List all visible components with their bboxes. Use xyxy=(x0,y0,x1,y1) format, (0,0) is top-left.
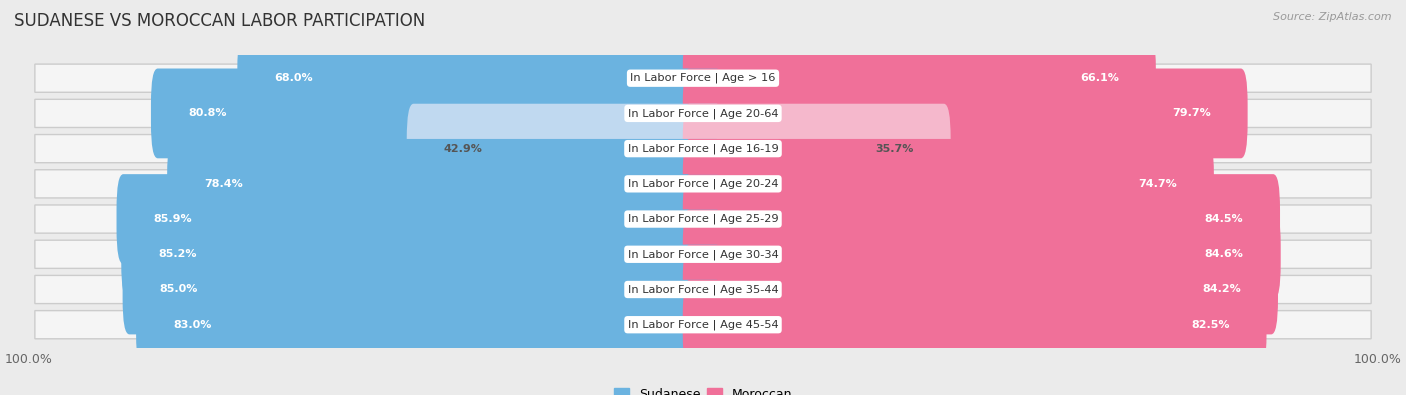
FancyBboxPatch shape xyxy=(121,209,723,299)
FancyBboxPatch shape xyxy=(35,99,1371,128)
Text: Source: ZipAtlas.com: Source: ZipAtlas.com xyxy=(1274,12,1392,22)
Text: 84.5%: 84.5% xyxy=(1205,214,1243,224)
Text: In Labor Force | Age 20-64: In Labor Force | Age 20-64 xyxy=(627,108,779,118)
Text: 84.2%: 84.2% xyxy=(1202,284,1241,295)
FancyBboxPatch shape xyxy=(35,135,1371,163)
Legend: Sudanese, Moroccan: Sudanese, Moroccan xyxy=(609,383,797,395)
FancyBboxPatch shape xyxy=(683,68,1247,158)
FancyBboxPatch shape xyxy=(683,209,1281,299)
FancyBboxPatch shape xyxy=(35,205,1371,233)
FancyBboxPatch shape xyxy=(117,174,723,264)
Text: 82.5%: 82.5% xyxy=(1191,320,1229,330)
FancyBboxPatch shape xyxy=(683,174,1279,264)
FancyBboxPatch shape xyxy=(406,104,723,194)
Text: 85.9%: 85.9% xyxy=(153,214,193,224)
Text: 42.9%: 42.9% xyxy=(444,144,482,154)
FancyBboxPatch shape xyxy=(150,68,723,158)
FancyBboxPatch shape xyxy=(35,240,1371,268)
FancyBboxPatch shape xyxy=(35,64,1371,92)
Text: In Labor Force | Age > 16: In Labor Force | Age > 16 xyxy=(630,73,776,83)
Text: In Labor Force | Age 25-29: In Labor Force | Age 25-29 xyxy=(627,214,779,224)
FancyBboxPatch shape xyxy=(167,139,723,229)
Text: In Labor Force | Age 45-54: In Labor Force | Age 45-54 xyxy=(627,320,779,330)
Text: 78.4%: 78.4% xyxy=(204,179,243,189)
FancyBboxPatch shape xyxy=(683,33,1156,123)
FancyBboxPatch shape xyxy=(683,245,1278,335)
FancyBboxPatch shape xyxy=(238,33,723,123)
Text: In Labor Force | Age 16-19: In Labor Force | Age 16-19 xyxy=(627,143,779,154)
Text: 85.0%: 85.0% xyxy=(160,284,198,295)
FancyBboxPatch shape xyxy=(683,104,950,194)
FancyBboxPatch shape xyxy=(122,245,723,335)
FancyBboxPatch shape xyxy=(683,139,1213,229)
FancyBboxPatch shape xyxy=(35,275,1371,304)
Text: 74.7%: 74.7% xyxy=(1137,179,1177,189)
Text: 83.0%: 83.0% xyxy=(173,320,211,330)
FancyBboxPatch shape xyxy=(35,170,1371,198)
Text: 66.1%: 66.1% xyxy=(1080,73,1119,83)
Text: 35.7%: 35.7% xyxy=(875,144,914,154)
Text: In Labor Force | Age 20-24: In Labor Force | Age 20-24 xyxy=(627,179,779,189)
Text: 68.0%: 68.0% xyxy=(274,73,314,83)
Text: 80.8%: 80.8% xyxy=(188,108,226,118)
FancyBboxPatch shape xyxy=(136,280,723,370)
Text: In Labor Force | Age 30-34: In Labor Force | Age 30-34 xyxy=(627,249,779,260)
FancyBboxPatch shape xyxy=(683,280,1267,370)
Text: 79.7%: 79.7% xyxy=(1171,108,1211,118)
Text: 85.2%: 85.2% xyxy=(159,249,197,259)
FancyBboxPatch shape xyxy=(35,310,1371,339)
Text: SUDANESE VS MOROCCAN LABOR PARTICIPATION: SUDANESE VS MOROCCAN LABOR PARTICIPATION xyxy=(14,12,425,30)
Text: 84.6%: 84.6% xyxy=(1205,249,1243,259)
Text: In Labor Force | Age 35-44: In Labor Force | Age 35-44 xyxy=(627,284,779,295)
